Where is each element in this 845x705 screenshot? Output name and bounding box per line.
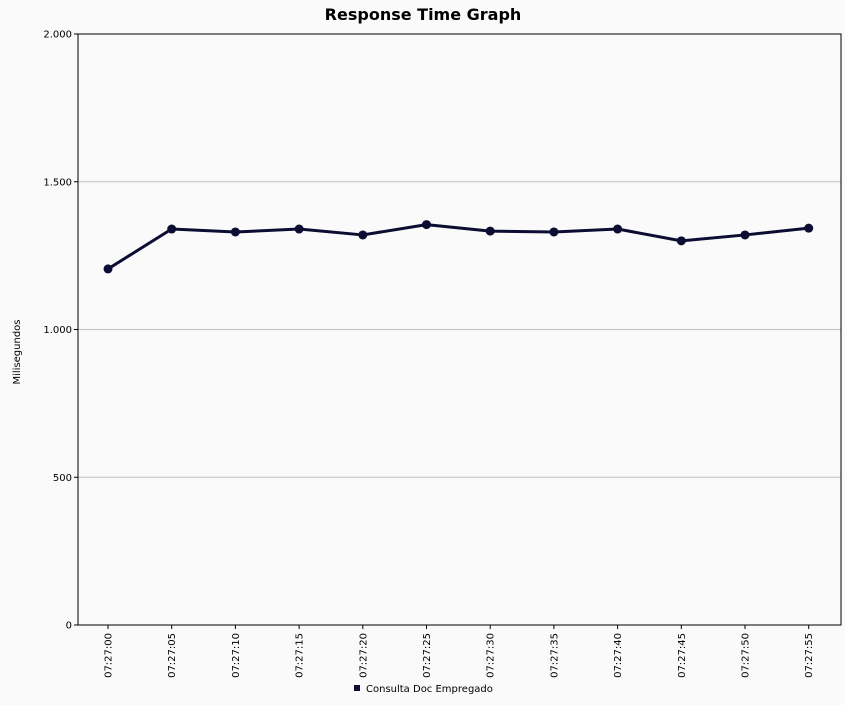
data-point — [485, 226, 495, 236]
y-tick-label: 0 — [66, 621, 72, 632]
y-axis-label: Milisegundos — [12, 319, 23, 384]
x-tick-label: 07:27:50 — [741, 633, 752, 678]
series-layer — [103, 220, 814, 274]
legend-swatch — [354, 685, 360, 691]
y-tick-label: 500 — [53, 473, 72, 484]
y-tick-label: 1.500 — [43, 177, 72, 188]
x-tick-label: 07:27:45 — [677, 633, 688, 678]
x-tick-label: 07:27:20 — [358, 633, 369, 678]
y-tick-label: 2.000 — [43, 30, 72, 41]
data-point — [804, 223, 814, 233]
x-tick-label: 07:27:10 — [231, 633, 242, 678]
data-point — [230, 227, 240, 237]
chart-title: Response Time Graph — [325, 5, 522, 24]
data-point — [422, 220, 431, 230]
series-line — [107, 223, 809, 271]
x-tick-label: 07:27:55 — [804, 633, 815, 678]
x-tick-label: 07:27:00 — [104, 633, 115, 678]
grid-layer — [78, 181, 841, 478]
data-point — [613, 224, 623, 234]
data-point — [167, 224, 177, 234]
data-point — [294, 224, 304, 234]
x-tick-label: 07:27:05 — [167, 633, 178, 678]
x-tick-label: 07:27:15 — [295, 633, 306, 678]
x-tick-label: 07:27:30 — [486, 633, 497, 678]
data-point — [676, 236, 686, 246]
data-point — [740, 230, 750, 240]
x-tick-label: 07:27:25 — [422, 633, 433, 678]
data-point — [358, 230, 368, 240]
y-tick-label: 1.000 — [43, 325, 72, 336]
legend-label: Consulta Doc Empregado — [366, 684, 493, 695]
y-axis: 0 500 1.000 1.500 2.000 — [43, 30, 78, 632]
x-tick-label: 07:27:40 — [613, 633, 624, 678]
data-point — [103, 264, 113, 274]
legend: Consulta Doc Empregado — [354, 684, 493, 695]
data-point — [549, 227, 559, 237]
x-axis: 07:27:00 07:27:05 07:27:10 07:27:15 07:27:20… — [104, 625, 815, 678]
x-tick-label: 07:27:35 — [549, 633, 560, 678]
